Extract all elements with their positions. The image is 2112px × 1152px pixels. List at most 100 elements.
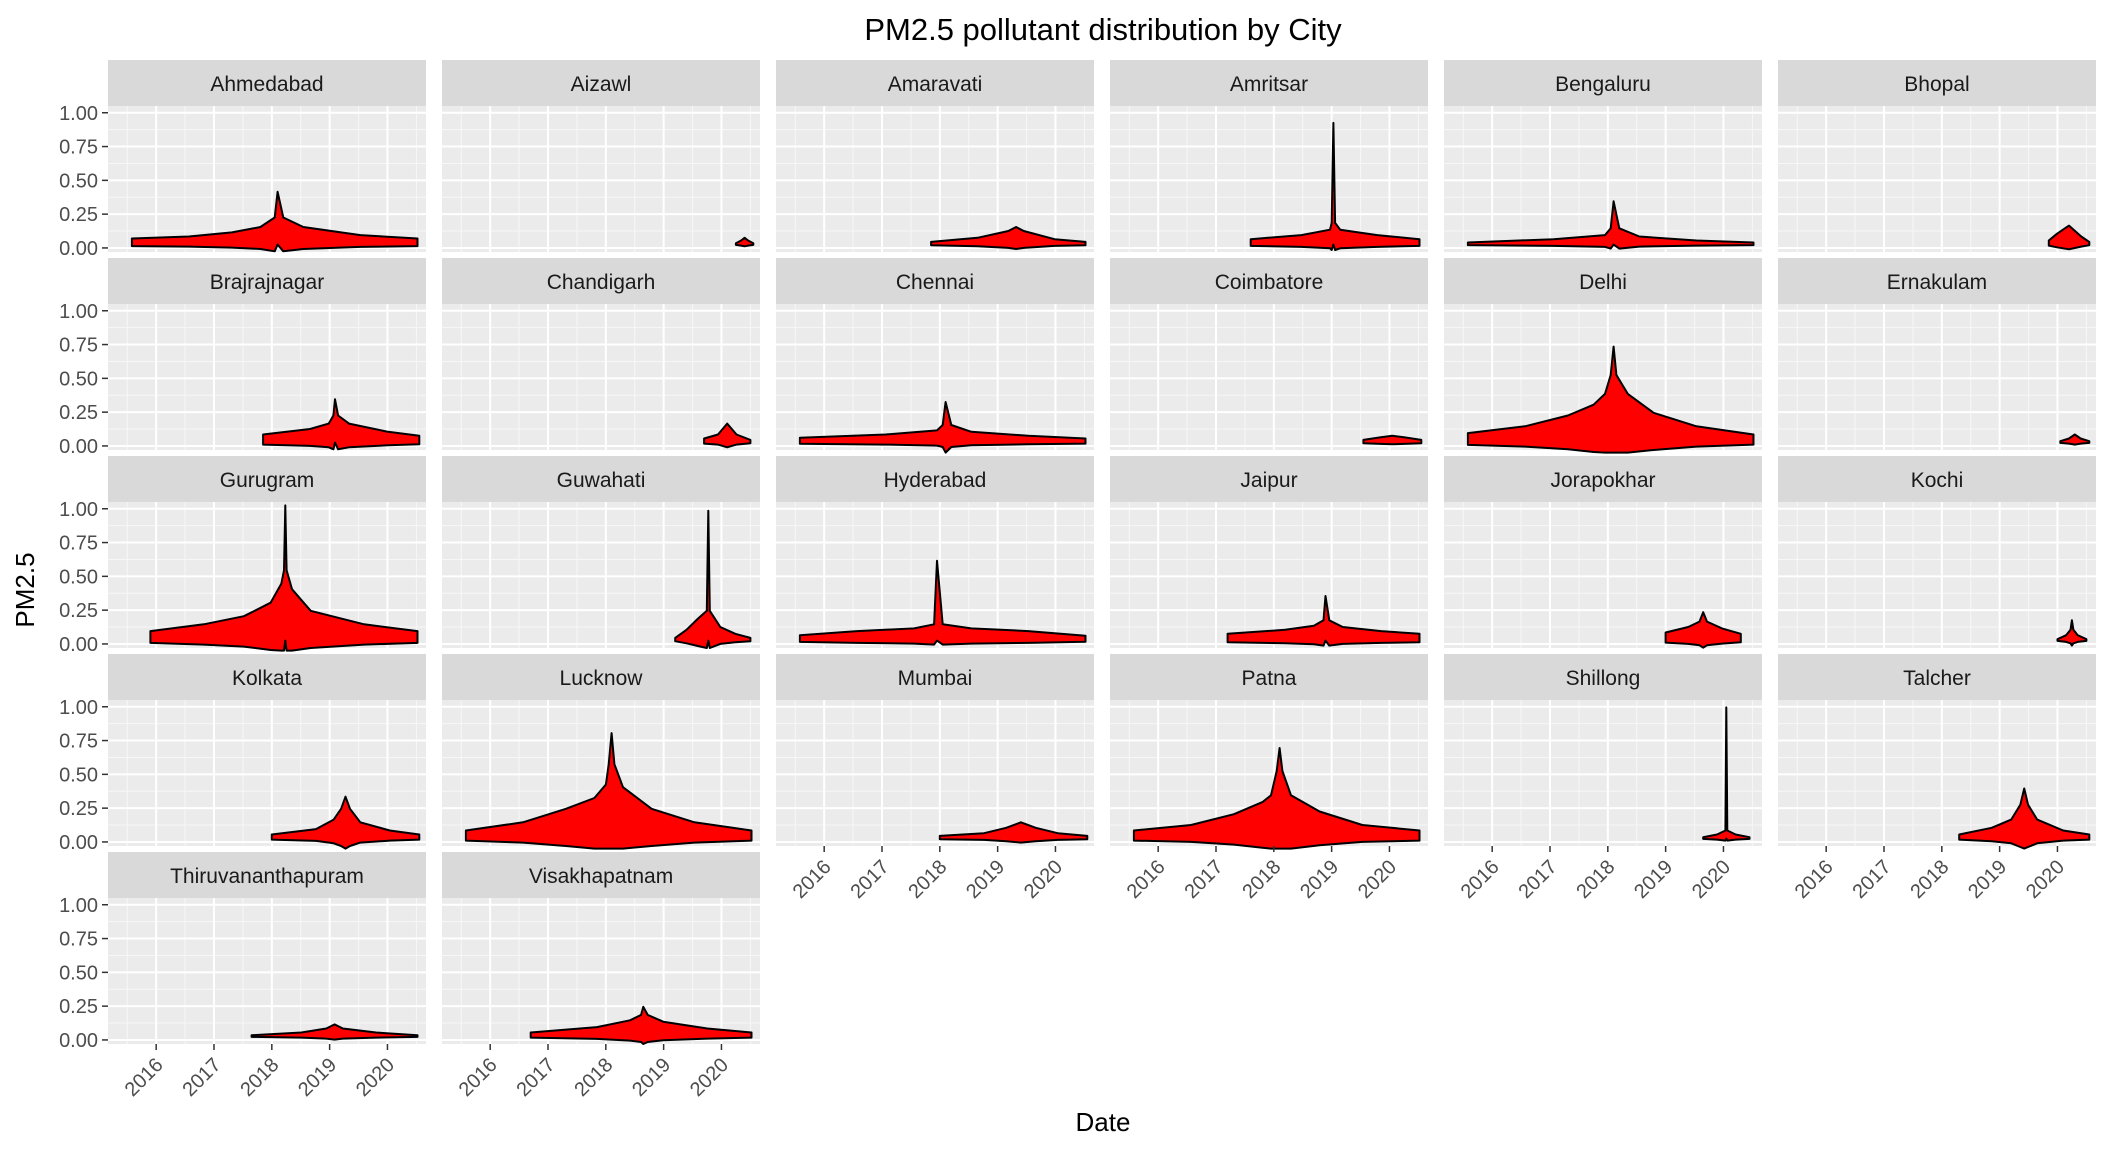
- facet-label: Kochi: [1911, 469, 1964, 492]
- facet-bhopal: Bhopal: [1778, 60, 2096, 252]
- x-tick-label: 2016: [121, 1054, 168, 1101]
- y-tick-label: 1.00: [59, 103, 98, 125]
- x-tick-label: 2020: [1020, 856, 1067, 903]
- facet-label: Talcher: [1903, 667, 1971, 690]
- facet-label: Thiruvananthapuram: [170, 865, 364, 888]
- facet-label: Kolkata: [232, 667, 302, 690]
- facet-gurugram: Gurugram 0.00 0.25 0.50 0.75 1.00: [59, 456, 426, 656]
- facet-chandigarh: Chandigarh: [442, 258, 760, 450]
- panel-background: [1110, 502, 1428, 648]
- violin-shape: [262, 398, 421, 451]
- facet-lucknow: Lucknow: [442, 654, 760, 850]
- x-tick-label: 2017: [847, 856, 894, 903]
- facet-delhi: Delhi: [1444, 258, 1762, 454]
- facet-strip: [442, 60, 760, 106]
- violin-shape: [1132, 747, 1421, 850]
- facet-strip: [1444, 654, 1762, 700]
- panel-background: [1778, 502, 2096, 648]
- violin-shape: [2047, 224, 2091, 251]
- facet-label: Amritsar: [1230, 73, 1308, 96]
- facet-strip: [776, 456, 1094, 502]
- x-tick-label: 2018: [236, 1054, 283, 1101]
- x-tick-label: 2018: [1238, 856, 1285, 903]
- facet-label: Jorapokhar: [1550, 469, 1655, 492]
- x-tick-label: 2019: [294, 1054, 341, 1101]
- x-tick-label: 2017: [1849, 856, 1896, 903]
- x-tick-label: 2020: [686, 1054, 733, 1101]
- panel-background: [108, 304, 426, 450]
- violin-shape: [1362, 434, 1423, 446]
- violin-shape: [930, 226, 1087, 250]
- violin-shape: [149, 504, 419, 652]
- y-tick-label: 1.00: [59, 301, 98, 323]
- facet-label: Ernakulam: [1887, 271, 1987, 294]
- facet-ernakulam: Ernakulam: [1778, 258, 2096, 450]
- facet-label: Lucknow: [560, 667, 644, 690]
- x-tick-label: 2016: [455, 1054, 502, 1101]
- facet-strip: [1778, 60, 2096, 106]
- facet-label: Mumbai: [898, 667, 973, 690]
- facet-label: Shillong: [1566, 667, 1641, 690]
- panel-background: [1110, 106, 1428, 252]
- x-tick-label: 2020: [352, 1054, 399, 1101]
- facet-label: Ahmedabad: [210, 73, 323, 96]
- panel-background: [1778, 304, 2096, 450]
- y-tick-label: 0.25: [59, 204, 98, 226]
- violin-shape: [1466, 345, 1755, 454]
- x-tick-label: 2018: [1906, 856, 1953, 903]
- facet-aizawl: Aizawl: [442, 60, 760, 252]
- violin-shape: [1664, 611, 1742, 649]
- facet-label: Bengaluru: [1555, 73, 1651, 96]
- facet-label: Amaravati: [888, 73, 983, 96]
- violin-shape: [734, 236, 755, 248]
- facet-label: Aizawl: [571, 73, 632, 96]
- facet-strip: [108, 852, 426, 898]
- facet-ahmedabad: Ahmedabad 0.00 0.25 0.50 0.75 1.00: [59, 60, 426, 260]
- facet-mumbai: Mumbai 2016 2017 2018 2019 2020: [776, 654, 1094, 903]
- panel-background: [108, 898, 426, 1044]
- facet-jorapokhar: Jorapokhar: [1444, 456, 1762, 649]
- facet-coimbatore: Coimbatore: [1110, 258, 1428, 450]
- facet-strip: [1110, 258, 1428, 304]
- facet-label: Jaipur: [1240, 469, 1297, 492]
- facet-grid: Ahmedabad 0.00 0.25 0.50 0.75 1.00 Aizawl Amara…: [59, 60, 2096, 1101]
- facet-strip: [776, 258, 1094, 304]
- violin-shape: [270, 795, 421, 850]
- facet-strip: [442, 258, 760, 304]
- facet-label: Guwahati: [557, 469, 646, 492]
- facet-label: Chandigarh: [547, 271, 656, 294]
- facet-strip: [776, 654, 1094, 700]
- panel-background: [442, 106, 760, 252]
- x-tick-label: 2018: [904, 856, 951, 903]
- facet-strip: [1110, 654, 1428, 700]
- violin-shape: [1958, 787, 2091, 850]
- facet-shillong: Shillong 2016 2017 2018 2019 2020: [1444, 654, 1762, 903]
- violin-shape: [1249, 121, 1421, 251]
- panel-background: [442, 304, 760, 450]
- facet-bengaluru: Bengaluru: [1444, 60, 1762, 252]
- facet-label: Gurugram: [220, 469, 315, 492]
- facet-strip: [1444, 258, 1762, 304]
- y-tick-label: 0.50: [59, 170, 98, 192]
- x-tick-label: 2019: [1964, 856, 2011, 903]
- y-tick-label: 0.75: [59, 731, 98, 753]
- x-tick-label: 2016: [1457, 856, 1504, 903]
- y-tick-label: 0.75: [59, 335, 98, 357]
- facet-strip: [442, 456, 760, 502]
- facet-thiruvananthapuram: Thiruvananthapuram 0.00 0.25 0.50 0.75 1.00 20…: [59, 852, 426, 1101]
- panel-background: [442, 898, 760, 1044]
- facet-strip: [442, 654, 760, 700]
- facet-jaipur: Jaipur: [1110, 456, 1428, 648]
- x-axis-title: Date: [1076, 1107, 1131, 1137]
- y-tick-label: 0.00: [59, 436, 98, 458]
- facet-strip: [108, 456, 426, 502]
- violin-shape: [798, 559, 1087, 646]
- x-tick-label: 2016: [789, 856, 836, 903]
- facet-hyderabad: Hyderabad: [776, 456, 1094, 648]
- y-tick-label: 0.25: [59, 996, 98, 1018]
- y-tick-label: 1.00: [59, 499, 98, 521]
- violin-shape: [674, 509, 752, 649]
- y-tick-label: 0.50: [59, 764, 98, 786]
- x-tick-label: 2019: [628, 1054, 675, 1101]
- violin-shape: [130, 190, 419, 253]
